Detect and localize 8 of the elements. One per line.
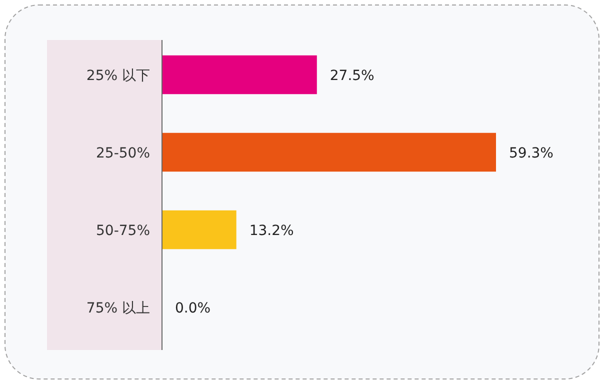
data-label: 13.2% [249, 222, 294, 239]
y-tick-label: 25% 以下 [86, 68, 150, 84]
data-label: 0.0% [175, 300, 211, 316]
y-tick-label: 25-50% [96, 145, 150, 162]
y-tick-label: 50-75% [96, 222, 150, 239]
data-label: 59.3% [509, 145, 554, 162]
y-tick-label: 75% 以上 [86, 300, 150, 316]
data-label: 27.5% [330, 68, 374, 84]
